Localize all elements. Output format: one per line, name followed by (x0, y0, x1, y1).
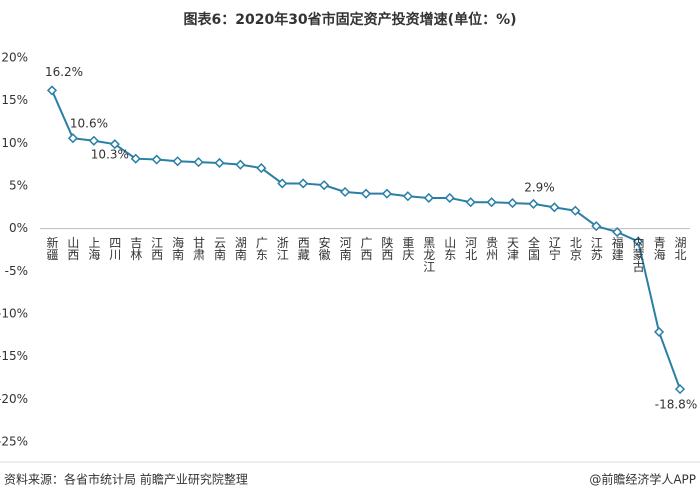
marker (214, 157, 225, 169)
credit: @前瞻经济学人APP (589, 472, 696, 487)
marker (151, 154, 162, 165)
x-tick-label: 湖北 (673, 235, 687, 261)
value-label: 10.6% (70, 117, 108, 131)
marker (46, 85, 58, 96)
marker (130, 153, 141, 164)
x-tick-label: 安徽 (317, 235, 331, 260)
marker (654, 326, 665, 337)
x-tick-label: 陕西 (380, 235, 394, 260)
y-tick-label: -20% (0, 392, 28, 406)
marker (528, 198, 539, 209)
marker (109, 139, 120, 150)
x-tick-label: 山东 (443, 236, 457, 260)
x-tick-label: 海南 (171, 235, 185, 260)
x-tick-label: 辽宁 (547, 236, 561, 260)
marker (193, 157, 204, 168)
marker (465, 197, 476, 208)
value-label: -18.8% (655, 398, 697, 412)
marker (277, 178, 288, 189)
x-tick-label: 内蒙古 (631, 236, 645, 272)
marker (674, 384, 686, 395)
x-tick-label: 甘肃 (192, 236, 206, 261)
y-tick-label: 15% (1, 93, 28, 107)
x-tick-label: 贵州 (485, 236, 499, 260)
marker (298, 178, 309, 189)
value-label: 10.3% (91, 147, 129, 161)
x-tick-label: 湖南 (233, 235, 247, 260)
marker (256, 163, 267, 174)
marker (633, 236, 644, 247)
x-tick-label: 北京 (568, 236, 582, 261)
marker (319, 180, 330, 191)
marker (67, 133, 78, 144)
marker (360, 188, 372, 199)
x-tick-label: 重庆 (401, 236, 415, 260)
y-tick-label: -25% (0, 435, 28, 449)
x-tick-label: 广西 (359, 236, 373, 260)
source: 资料来源：各省市统计局 前瞻产业研究院整理 (4, 472, 248, 487)
marker (381, 188, 392, 199)
value-label: 2.9% (524, 180, 555, 194)
marker (340, 186, 351, 198)
marker (549, 202, 560, 213)
marker (172, 156, 183, 167)
marker (486, 197, 497, 208)
x-tick-label: 四川 (108, 237, 122, 261)
x-tick-label: 西藏 (296, 237, 310, 262)
y-tick-label: 10% (1, 136, 28, 150)
marker (444, 192, 455, 204)
y-tick-label: 20% (1, 51, 28, 65)
x-tick-label: 黑龙江 (422, 236, 436, 272)
x-tick-label: 吉林 (129, 236, 143, 260)
x-tick-label: 山西 (66, 236, 80, 260)
y-tick-label: 0% (9, 221, 28, 235)
marker (591, 221, 602, 232)
marker (423, 192, 434, 204)
x-tick-label: 江苏 (589, 236, 603, 260)
x-tick-label: 上海 (87, 236, 101, 260)
marker (507, 198, 518, 209)
x-tick-label: 浙江 (275, 236, 289, 260)
x-tick-label: 江西 (150, 236, 164, 260)
x-tick-label: 广东 (254, 236, 268, 260)
y-tick-label: -10% (0, 307, 28, 321)
x-tick-label: 青海 (652, 236, 666, 260)
marker (570, 205, 581, 216)
x-tick-label: 云南 (212, 237, 226, 261)
x-tick-label: 河南 (338, 236, 352, 260)
x-tick-label: 福建 (610, 235, 624, 261)
marker (88, 135, 99, 146)
marker (235, 159, 246, 170)
y-tick-label: 5% (9, 179, 28, 193)
y-tick-label: -5% (5, 264, 28, 278)
x-tick-label: 天津 (506, 237, 520, 261)
x-tick-label: 新疆 (45, 235, 59, 260)
x-tick-label: 河北 (464, 236, 478, 261)
x-tick-label: 全国 (526, 235, 540, 260)
chart-title: 图表6：2020年30省市固定资产投资增速(单位：%) (183, 11, 516, 28)
value-label: 16.2% (45, 65, 83, 79)
marker (612, 227, 623, 238)
marker (402, 191, 413, 202)
y-tick-label: -15% (0, 349, 28, 363)
